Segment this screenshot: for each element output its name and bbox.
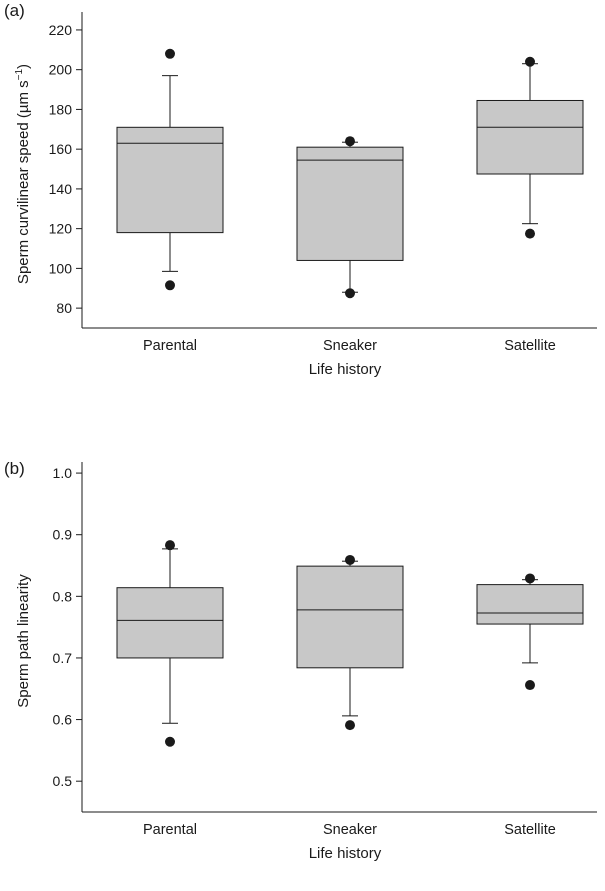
outlier-point xyxy=(165,280,175,291)
box-satellite xyxy=(476,56,584,239)
box-sneaker xyxy=(296,554,404,731)
box-body xyxy=(476,99,584,175)
outlier-point xyxy=(345,720,355,731)
y-tick-label: 120 xyxy=(49,221,73,237)
box-parental xyxy=(116,48,224,291)
x-tick-label: Parental xyxy=(143,338,197,354)
y-tick-label: 0.6 xyxy=(53,712,73,728)
panel-label: (a) xyxy=(4,1,25,20)
outlier-point xyxy=(525,680,535,691)
outlier-point xyxy=(345,136,355,147)
x-tick-label: Parental xyxy=(143,822,197,838)
x-tick-label: Satellite xyxy=(504,338,556,354)
x-tick-label: Satellite xyxy=(504,822,556,838)
panel-label: (b) xyxy=(4,459,25,478)
box-body xyxy=(116,587,224,659)
outlier-point xyxy=(165,540,175,551)
y-tick-label: 220 xyxy=(49,22,73,38)
y-tick-label: 140 xyxy=(49,181,73,197)
y-tick-label: 1.0 xyxy=(53,465,73,481)
box-satellite xyxy=(476,573,584,691)
y-tick-label: 100 xyxy=(49,260,73,276)
x-axis-title: Life history xyxy=(309,845,382,862)
x-tick-label: Sneaker xyxy=(323,822,377,838)
x-axis-title: Life history xyxy=(309,361,382,378)
outlier-point xyxy=(165,736,175,747)
panel-b: (b) 0.5 0.6 0.7 0.8 0.9 1.0 Sperm path linearit… xyxy=(4,459,597,862)
box-body xyxy=(296,146,404,261)
box-body xyxy=(116,126,224,234)
y-tick-label: 180 xyxy=(49,101,73,117)
y-axis-title-part: Sperm curvilinear speed (µm s xyxy=(15,80,32,284)
outlier-point xyxy=(525,56,535,67)
y-axis-title: Sperm path linearity xyxy=(15,574,32,708)
box-body xyxy=(296,565,404,669)
y-axis-title-part: Sperm path linearity xyxy=(15,574,32,708)
y-tick-label: 0.5 xyxy=(53,773,73,789)
x-tick-label: Sneaker xyxy=(323,338,377,354)
outlier-point xyxy=(165,48,175,59)
y-tick-label: 200 xyxy=(49,62,73,78)
box-body xyxy=(476,584,584,625)
outlier-point xyxy=(345,288,355,299)
outlier-point xyxy=(525,228,535,239)
y-tick-label: 0.7 xyxy=(53,650,73,666)
y-tick-label: 80 xyxy=(56,300,72,316)
outlier-point xyxy=(345,554,355,565)
y-axis-title-superscript: −1 xyxy=(14,69,25,81)
y-axis-title: Sperm curvilinear speed (µm s−1) xyxy=(14,64,32,284)
y-axis-title-part: ) xyxy=(15,64,32,69)
box-parental xyxy=(116,540,224,747)
y-tick-label: 160 xyxy=(49,141,73,157)
panel-a: (a) 80 100 120 140 160 180 200 220 Sperm curvilin… xyxy=(4,1,597,378)
y-tick-label: 0.9 xyxy=(53,527,73,543)
outlier-point xyxy=(525,573,535,584)
box-sneaker xyxy=(296,136,404,299)
y-tick-label: 0.8 xyxy=(53,588,73,604)
